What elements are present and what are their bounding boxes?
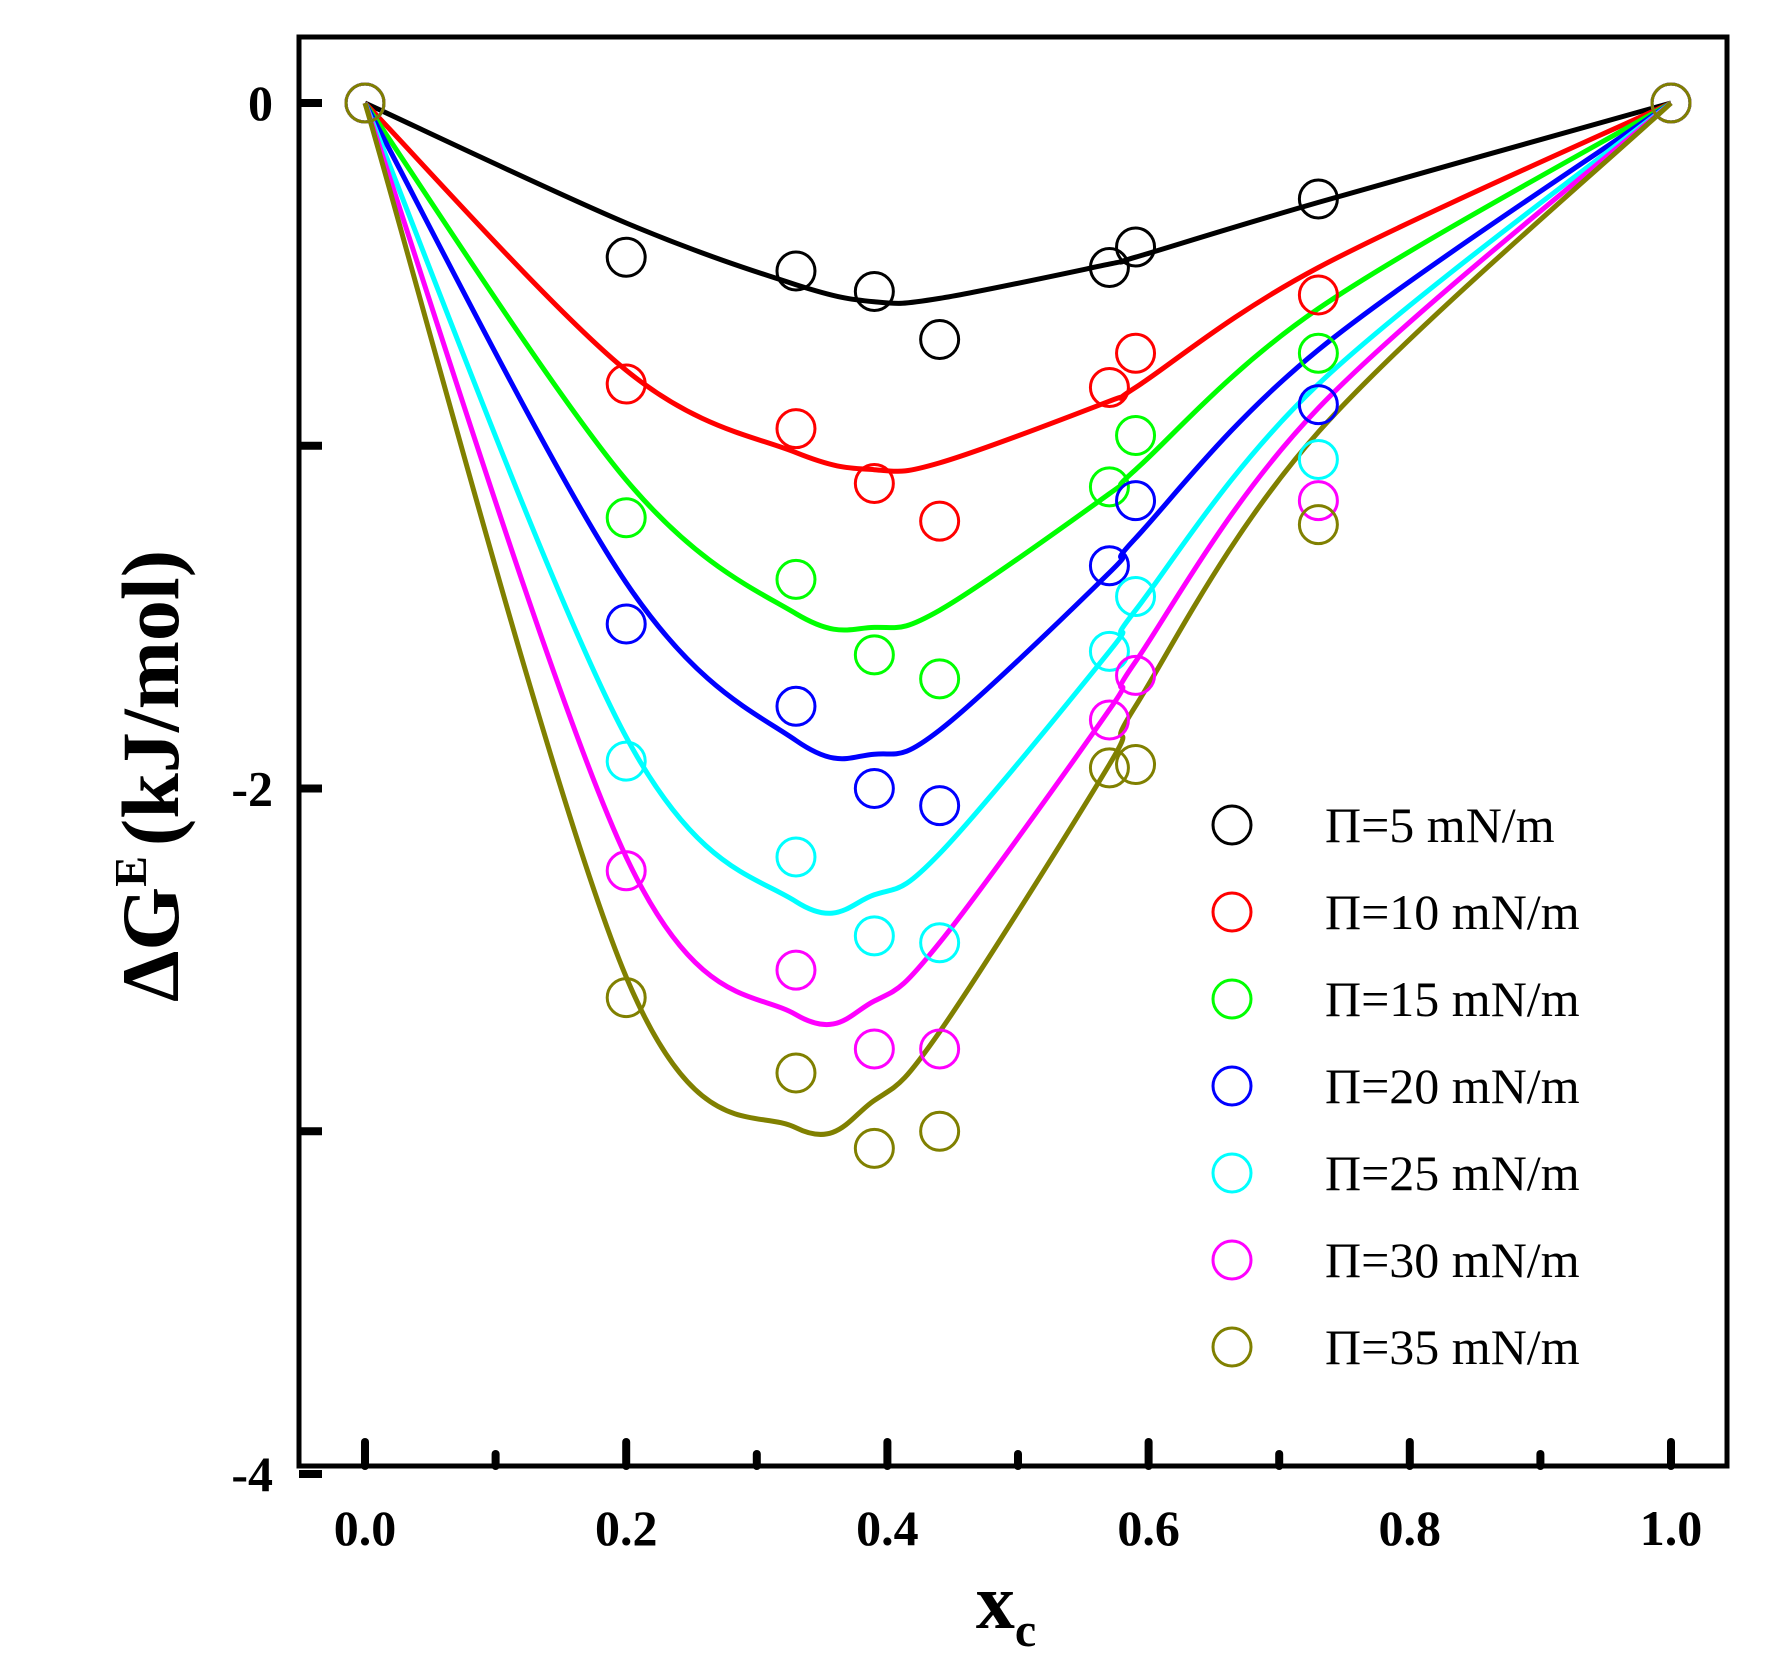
data-point [853, 1028, 895, 1070]
fit-curve [363, 100, 1673, 474]
data-point [853, 271, 895, 313]
fit-curves [362, 100, 1673, 1137]
legend-marker [1211, 891, 1253, 933]
y-axis-title-main: ΔG [105, 887, 196, 1002]
data-point [1115, 226, 1157, 268]
data-point [1297, 332, 1339, 374]
fit-curve [362, 100, 1673, 633]
data-point [1088, 466, 1130, 508]
x-tick-labels: 0.0 0.2 0.4 0.6 0.8 1.0 [334, 1500, 1703, 1556]
data-point [1088, 747, 1130, 789]
data-point [1115, 480, 1157, 522]
legend-label: Π=30 mN/m [1325, 1232, 1580, 1288]
data-point [1088, 247, 1130, 289]
y-axis-title-unit: (kJ/mol) [105, 550, 196, 846]
data-markers [344, 82, 1692, 1169]
data-point [605, 977, 647, 1019]
legend: Π=5 mN/m Π=10 mN/m Π=15 mN/m Π=20 mN/m Π=25 … [1211, 797, 1580, 1375]
data-point [1297, 480, 1339, 522]
x-axis-title-main: x [976, 1558, 1015, 1645]
data-point [1088, 699, 1130, 741]
fit-curve [362, 101, 1673, 1137]
data-point [1297, 438, 1339, 480]
data-point [919, 785, 961, 827]
data-point [1088, 366, 1130, 408]
y-tick-label: -4 [231, 1446, 273, 1502]
data-point [775, 250, 817, 292]
data-point [605, 363, 647, 405]
data-point [775, 558, 817, 600]
data-point [1088, 630, 1130, 672]
data-point [919, 922, 961, 964]
data-point [1115, 744, 1157, 786]
data-point [605, 236, 647, 278]
data-point [1297, 178, 1339, 220]
data-point [853, 1127, 895, 1169]
legend-marker [1211, 1326, 1253, 1368]
y-axis-title-sup: E [105, 856, 156, 887]
data-point [919, 1028, 961, 1070]
legend-marker [1211, 1152, 1253, 1194]
data-point [344, 82, 386, 124]
data-point [853, 462, 895, 504]
fit-curve [362, 100, 1673, 762]
x-minor-ticks [491, 1450, 1545, 1470]
data-point [1297, 384, 1339, 426]
y-tick-label: 0 [248, 75, 273, 131]
data-point [775, 836, 817, 878]
data-point [1115, 654, 1157, 696]
x-major-ticks [361, 1438, 1675, 1470]
y-tick-labels: 0 -2 -4 [231, 75, 273, 1502]
data-point [1088, 545, 1130, 587]
data-point [919, 658, 961, 700]
x-tick-label: 0.0 [334, 1500, 397, 1556]
data-point [775, 1052, 817, 1094]
x-tick-label: 1.0 [1640, 1500, 1703, 1556]
data-point [1297, 274, 1339, 316]
legend-label: Π=35 mN/m [1325, 1319, 1580, 1375]
legend-label: Π=25 mN/m [1325, 1145, 1580, 1201]
legend-label: Π=15 mN/m [1325, 971, 1580, 1027]
legend-marker [1211, 804, 1253, 846]
y-ticks [299, 99, 322, 1478]
fit-curve [362, 101, 1673, 1028]
data-point [1115, 576, 1157, 618]
legend-marker [1211, 978, 1253, 1020]
y-axis-title: ΔGE (kJ/mol) [105, 550, 196, 1002]
data-point [605, 740, 647, 782]
legend-label: Π=5 mN/m [1325, 797, 1555, 853]
data-point [775, 685, 817, 727]
fit-curve [363, 100, 1672, 306]
data-point [605, 603, 647, 645]
data-point [775, 408, 817, 450]
legend-label: Π=10 mN/m [1325, 884, 1580, 940]
legend-label: Π=20 mN/m [1325, 1058, 1580, 1114]
x-tick-label: 0.2 [595, 1500, 658, 1556]
data-point [1297, 504, 1339, 546]
x-axis-title-sub: c [1015, 1604, 1036, 1657]
x-axis-title: xc [976, 1558, 1036, 1657]
plot-frame [296, 34, 1730, 1469]
legend-marker [1211, 1065, 1253, 1107]
data-point [1115, 414, 1157, 456]
x-tick-label: 0.8 [1379, 1500, 1442, 1556]
data-point [1115, 332, 1157, 374]
data-point [853, 768, 895, 809]
y-tick-label: -2 [231, 761, 273, 817]
data-point [853, 915, 895, 957]
data-point [919, 1110, 961, 1152]
x-tick-label: 0.6 [1117, 1500, 1180, 1556]
data-point [775, 949, 817, 991]
x-tick-label: 0.4 [856, 1500, 919, 1556]
legend-marker [1211, 1239, 1253, 1281]
data-point [605, 850, 647, 892]
data-point [853, 634, 895, 676]
data-point [1650, 82, 1692, 124]
fit-curve [362, 101, 1673, 916]
data-point [919, 500, 961, 542]
data-point [605, 497, 647, 539]
data-point [919, 318, 961, 360]
